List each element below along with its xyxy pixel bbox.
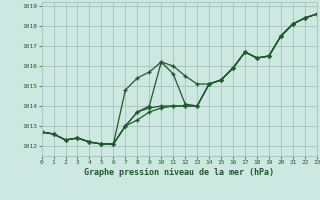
X-axis label: Graphe pression niveau de la mer (hPa): Graphe pression niveau de la mer (hPa) [84,168,274,177]
